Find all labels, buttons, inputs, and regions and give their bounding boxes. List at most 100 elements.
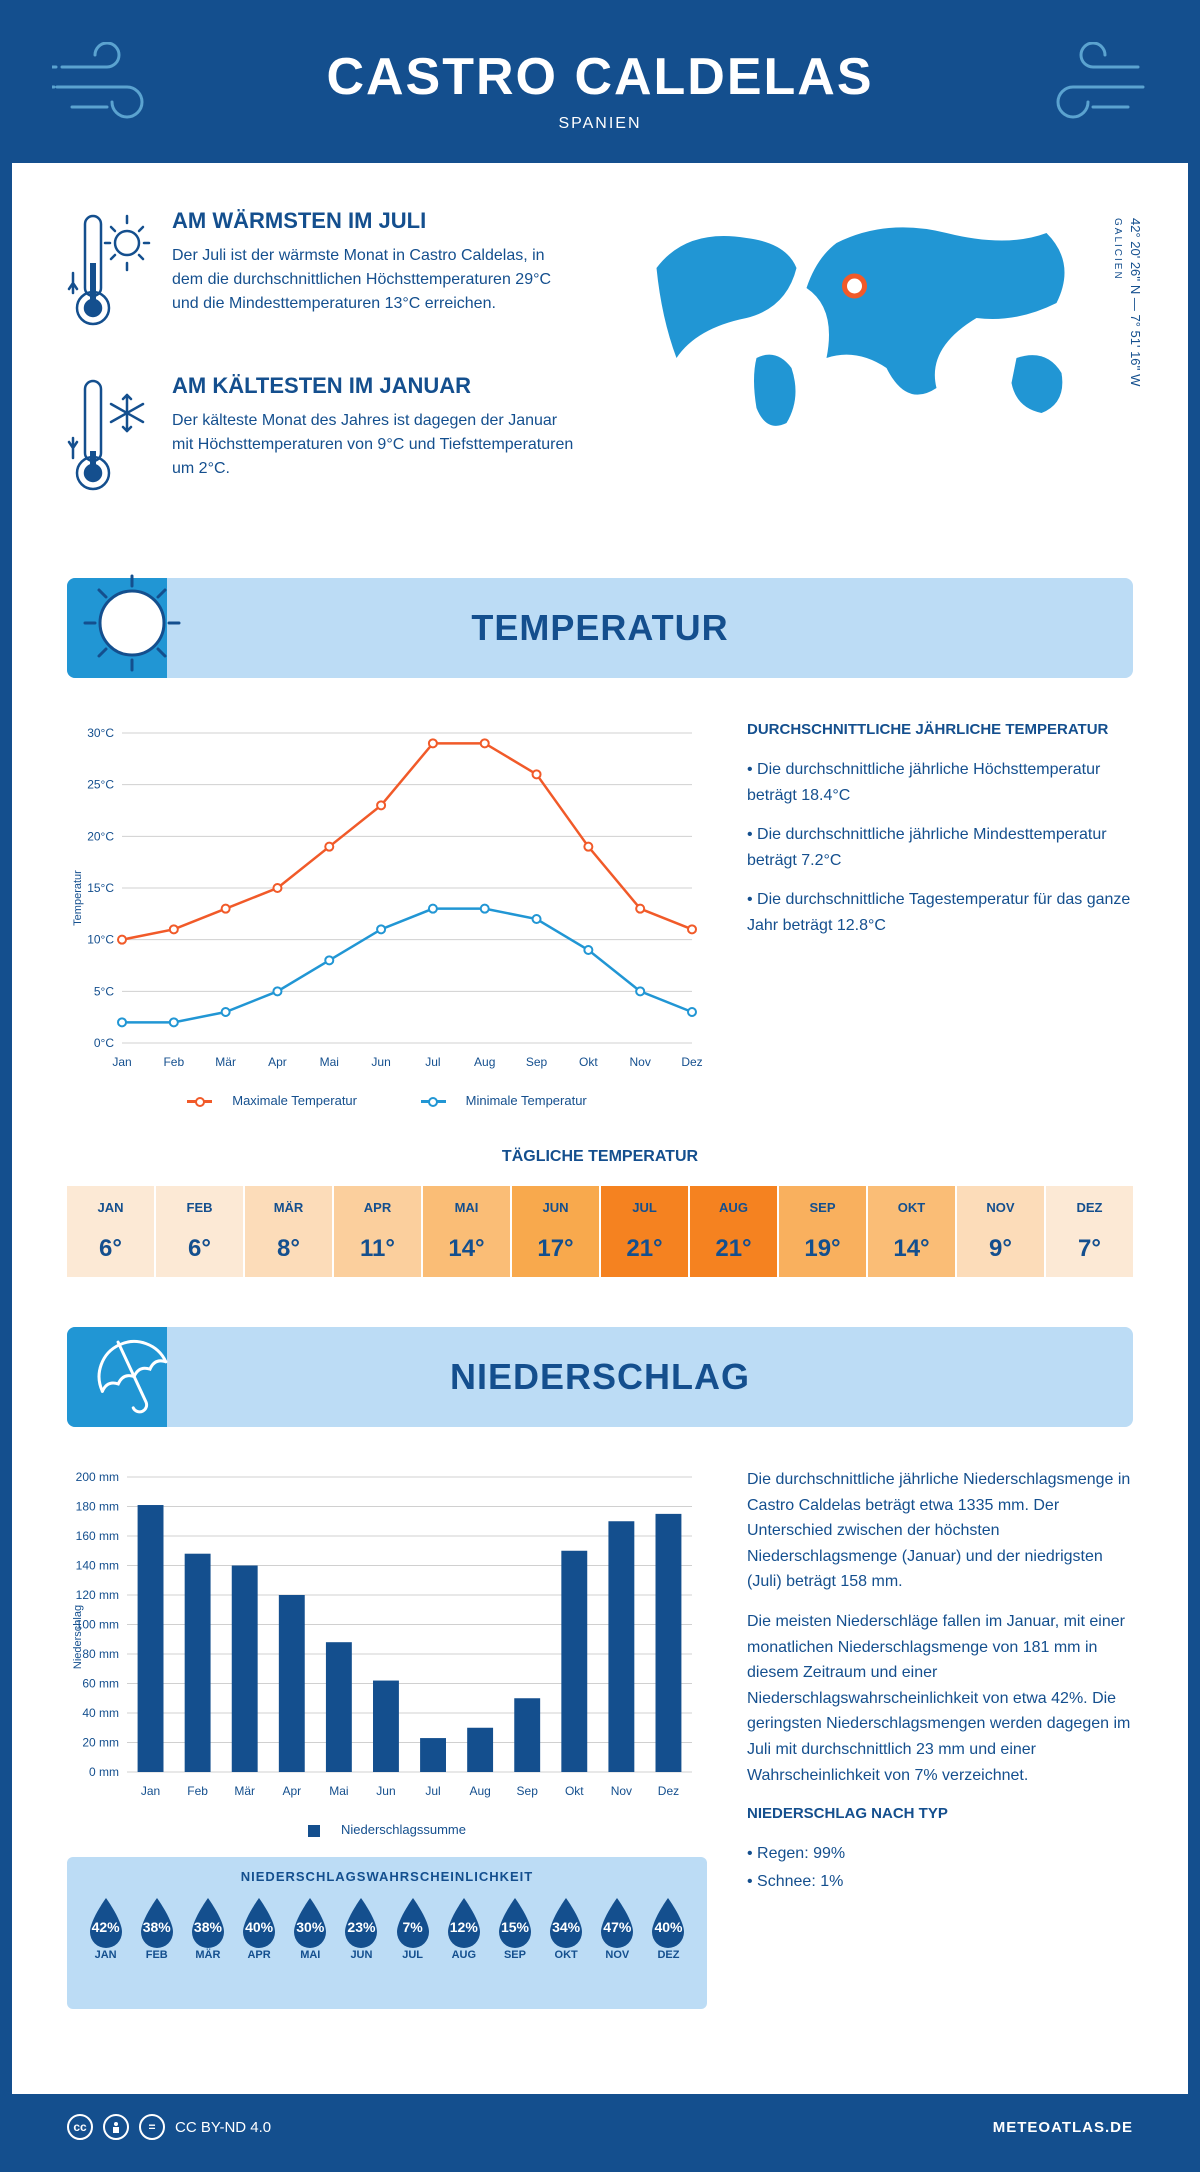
svg-text:Nov: Nov bbox=[630, 1055, 651, 1069]
precipitation-bar-chart: 0 mm20 mm40 mm60 mm80 mm100 mm120 mm140 … bbox=[67, 1467, 707, 1807]
probability-box: NIEDERSCHLAGSWAHRSCHEINLICHKEIT 42%JAN38… bbox=[67, 1857, 707, 2009]
region-label: GALICIEN bbox=[1112, 218, 1123, 281]
temperature-title: TEMPERATUR bbox=[471, 607, 728, 649]
probability-drop: 23%JUN bbox=[338, 1896, 385, 1991]
svg-text:20 mm: 20 mm bbox=[82, 1736, 119, 1750]
precip-type-1: • Regen: 99% bbox=[747, 1841, 1133, 1867]
svg-text:Nov: Nov bbox=[611, 1784, 632, 1798]
precip-p1: Die durchschnittliche jährliche Niedersc… bbox=[747, 1467, 1133, 1595]
svg-text:Jul: Jul bbox=[425, 1784, 440, 1798]
world-map-icon bbox=[620, 208, 1133, 438]
precip-type-2: • Schnee: 1% bbox=[747, 1869, 1133, 1895]
probability-drop: 42%JAN bbox=[82, 1896, 129, 1991]
precip-type-heading: NIEDERSCHLAG NACH TYP bbox=[747, 1802, 1133, 1826]
legend-precip: Niederschlagssumme bbox=[341, 1822, 466, 1837]
svg-text:Sep: Sep bbox=[517, 1784, 539, 1798]
probability-drop: 34%OKT bbox=[543, 1896, 590, 1991]
svg-text:60 mm: 60 mm bbox=[82, 1677, 119, 1691]
temp-bullet-2: • Die durchschnittliche jährliche Mindes… bbox=[747, 822, 1133, 873]
page-title: CASTRO CALDELAS bbox=[32, 47, 1168, 107]
temp-cell: NOV9° bbox=[957, 1186, 1044, 1277]
legend-min: Minimale Temperatur bbox=[466, 1093, 587, 1108]
svg-text:Jan: Jan bbox=[141, 1784, 160, 1798]
daily-temp-table: JAN6°FEB6°MÄR8°APR11°MAI14°JUN17°JUL21°A… bbox=[67, 1186, 1133, 1277]
svg-text:Aug: Aug bbox=[469, 1784, 490, 1798]
precip-p2: Die meisten Niederschläge fallen im Janu… bbox=[747, 1609, 1133, 1788]
svg-text:30°C: 30°C bbox=[87, 726, 114, 740]
probability-drop: 38%MÄR bbox=[184, 1896, 231, 1991]
svg-text:5°C: 5°C bbox=[94, 984, 114, 998]
svg-text:140 mm: 140 mm bbox=[76, 1559, 119, 1573]
probability-drop: 15%SEP bbox=[491, 1896, 538, 1991]
svg-text:40 mm: 40 mm bbox=[82, 1706, 119, 1720]
header: CASTRO CALDELAS SPANIEN bbox=[12, 12, 1188, 163]
temp-cell: OKT14° bbox=[868, 1186, 955, 1277]
svg-text:Apr: Apr bbox=[282, 1784, 301, 1798]
probability-drop: 30%MAI bbox=[287, 1896, 334, 1991]
temp-cell: MAI14° bbox=[423, 1186, 510, 1277]
temp-cell: APR11° bbox=[334, 1186, 421, 1277]
wind-icon bbox=[1018, 42, 1148, 132]
temp-cell: AUG21° bbox=[690, 1186, 777, 1277]
probability-drop: 7%JUL bbox=[389, 1896, 436, 1991]
thermometer-snow-icon bbox=[67, 373, 152, 503]
svg-text:Okt: Okt bbox=[579, 1055, 598, 1069]
license-text: CC BY-ND 4.0 bbox=[175, 2119, 271, 2136]
probability-drop: 40%DEZ bbox=[645, 1896, 692, 1991]
svg-text:Jun: Jun bbox=[371, 1055, 390, 1069]
temp-cell: FEB6° bbox=[156, 1186, 243, 1277]
probability-drop: 40%APR bbox=[236, 1896, 283, 1991]
svg-text:Mär: Mär bbox=[234, 1784, 255, 1798]
legend-max: Maximale Temperatur bbox=[232, 1093, 357, 1108]
probability-drop: 47%NOV bbox=[594, 1896, 641, 1991]
temperature-legend: Maximale Temperatur Minimale Temperatur bbox=[67, 1093, 707, 1108]
precipitation-section-header: NIEDERSCHLAG bbox=[67, 1327, 1133, 1427]
svg-text:10°C: 10°C bbox=[87, 933, 114, 947]
coldest-heading: AM KÄLTESTEN IM JANUAR bbox=[172, 373, 580, 399]
umbrella-icon bbox=[77, 1317, 187, 1427]
temp-cell: SEP19° bbox=[779, 1186, 866, 1277]
svg-text:0°C: 0°C bbox=[94, 1036, 114, 1050]
daily-temp-heading: TÄGLICHE TEMPERATUR bbox=[67, 1148, 1133, 1166]
precipitation-legend: Niederschlagssumme bbox=[67, 1822, 707, 1837]
svg-text:Aug: Aug bbox=[474, 1055, 495, 1069]
svg-text:Mai: Mai bbox=[320, 1055, 339, 1069]
svg-text:Feb: Feb bbox=[163, 1055, 184, 1069]
temp-cell: MÄR8° bbox=[245, 1186, 332, 1277]
sun-icon bbox=[77, 568, 187, 678]
temp-bullet-1: • Die durchschnittliche jährliche Höchst… bbox=[747, 757, 1133, 808]
svg-text:25°C: 25°C bbox=[87, 778, 114, 792]
coldest-text: Der kälteste Monat des Jahres ist dagege… bbox=[172, 409, 580, 481]
temperature-line-chart: 0°C5°C10°C15°C20°C25°C30°CJanFebMärAprMa… bbox=[67, 718, 707, 1078]
svg-text:Jan: Jan bbox=[112, 1055, 131, 1069]
warmest-block: AM WÄRMSTEN IM JULI Der Juli ist der wär… bbox=[67, 208, 580, 343]
svg-text:Dez: Dez bbox=[658, 1784, 679, 1798]
svg-text:Sep: Sep bbox=[526, 1055, 548, 1069]
cc-icon: cc bbox=[67, 2114, 93, 2140]
svg-text:120 mm: 120 mm bbox=[76, 1588, 119, 1602]
svg-text:Mär: Mär bbox=[215, 1055, 236, 1069]
svg-text:Jul: Jul bbox=[425, 1055, 440, 1069]
svg-text:Feb: Feb bbox=[187, 1784, 208, 1798]
temp-cell: DEZ7° bbox=[1046, 1186, 1133, 1277]
svg-text:Jun: Jun bbox=[376, 1784, 395, 1798]
svg-text:15°C: 15°C bbox=[87, 881, 114, 895]
svg-text:0 mm: 0 mm bbox=[89, 1765, 119, 1779]
temp-cell: JAN6° bbox=[67, 1186, 154, 1277]
probability-drop: 38%FEB bbox=[133, 1896, 180, 1991]
site-name: METEOATLAS.DE bbox=[993, 2119, 1133, 2136]
probability-heading: NIEDERSCHLAGSWAHRSCHEINLICHKEIT bbox=[82, 1869, 692, 1884]
temp-cell: JUL21° bbox=[601, 1186, 688, 1277]
temp-bullet-3: • Die durchschnittliche Tagestemperatur … bbox=[747, 887, 1133, 938]
coldest-block: AM KÄLTESTEN IM JANUAR Der kälteste Mona… bbox=[67, 373, 580, 508]
svg-text:Okt: Okt bbox=[565, 1784, 584, 1798]
temperature-section-header: TEMPERATUR bbox=[67, 578, 1133, 678]
precipitation-title: NIEDERSCHLAG bbox=[450, 1356, 750, 1398]
svg-text:20°C: 20°C bbox=[87, 829, 114, 843]
svg-text:Dez: Dez bbox=[681, 1055, 702, 1069]
temp-cell: JUN17° bbox=[512, 1186, 599, 1277]
nd-icon: = bbox=[139, 2114, 165, 2140]
country-label: SPANIEN bbox=[32, 115, 1168, 133]
wind-icon bbox=[52, 42, 182, 132]
warmest-heading: AM WÄRMSTEN IM JULI bbox=[172, 208, 580, 234]
